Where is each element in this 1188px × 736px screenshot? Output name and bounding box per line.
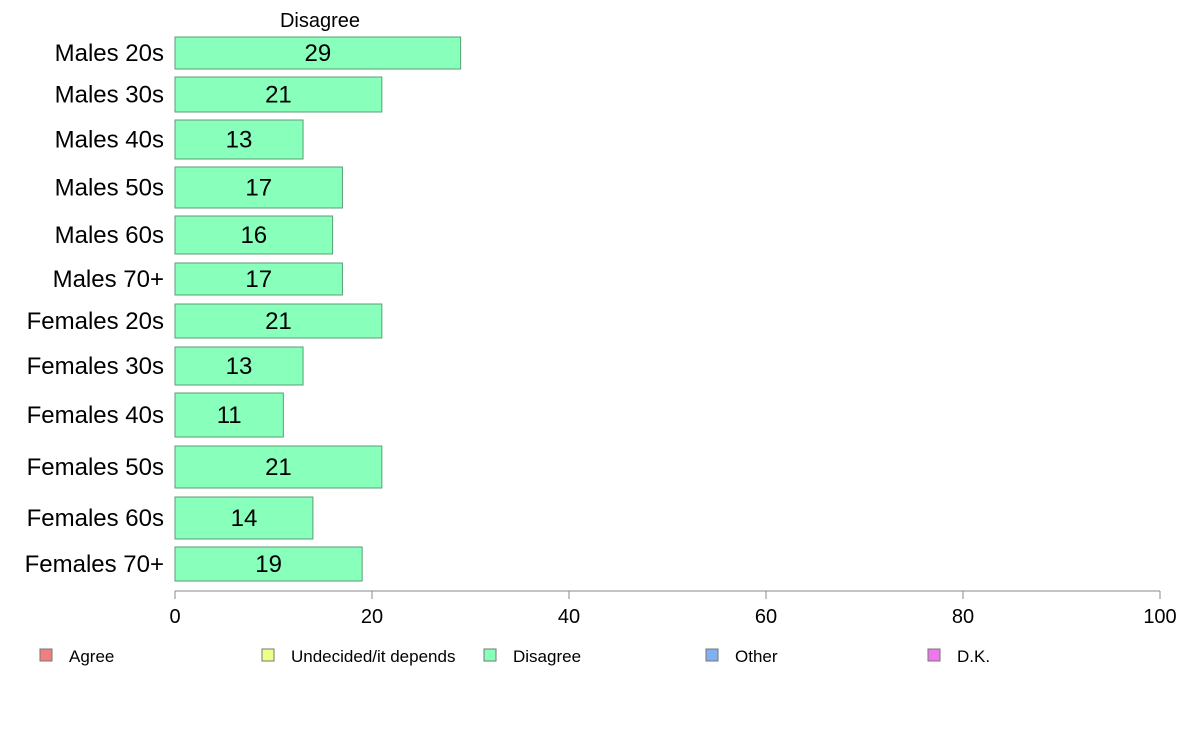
x-tick-label: 20 xyxy=(361,606,383,628)
bar-value-label: 16 xyxy=(240,222,267,249)
bar xyxy=(174,445,383,489)
legend-swatch xyxy=(39,648,53,662)
bar xyxy=(174,546,363,582)
category-label: Males 70+ xyxy=(53,266,164,293)
legend-swatch xyxy=(927,648,941,662)
x-tick-label: 100 xyxy=(1143,606,1176,628)
category-label: Females 50s xyxy=(27,454,164,481)
bar-value-label: 21 xyxy=(265,454,292,481)
legend-label: Agree xyxy=(69,647,114,666)
bar xyxy=(174,346,304,386)
x-tick-label: 60 xyxy=(755,606,777,628)
bar xyxy=(174,496,314,540)
bar-value-label: 19 xyxy=(255,551,282,578)
bar xyxy=(174,303,383,339)
column-header: Disagree xyxy=(280,10,360,32)
category-label: Males 30s xyxy=(55,82,164,109)
bar xyxy=(174,215,334,255)
category-label: Males 50s xyxy=(55,175,164,202)
bar-value-label: 14 xyxy=(231,505,258,532)
bar-value-label: 17 xyxy=(245,175,272,202)
legend-label: D.K. xyxy=(957,647,990,666)
legend-label: Disagree xyxy=(513,647,581,666)
bar xyxy=(174,76,383,113)
category-label: Females 60s xyxy=(27,505,164,532)
legend-swatch xyxy=(705,648,719,662)
category-label: Males 20s xyxy=(55,40,164,67)
bar xyxy=(174,392,284,438)
bar-value-label: 21 xyxy=(265,82,292,109)
bar-value-label: 21 xyxy=(265,308,292,335)
bar xyxy=(174,166,343,209)
category-label: Males 40s xyxy=(55,127,164,154)
bar xyxy=(174,262,343,296)
category-label: Females 30s xyxy=(27,353,164,380)
bar-value-label: 29 xyxy=(304,40,331,67)
legend-label: Other xyxy=(735,647,778,666)
bar-value-label: 11 xyxy=(217,402,242,429)
x-tick-label: 80 xyxy=(952,606,974,628)
category-label: Males 60s xyxy=(55,222,164,249)
bars-group: Males 20s 29 Males 30s 21 Males 40s 13 Males 5… xyxy=(25,36,462,582)
bar xyxy=(174,36,462,70)
legend-swatch xyxy=(261,648,275,662)
bar-value-label: 13 xyxy=(226,127,253,154)
x-tick-label: 0 xyxy=(169,606,180,628)
bar-value-label: 17 xyxy=(245,266,272,293)
category-label: Females 40s xyxy=(27,402,164,429)
legend: Agree Undecided/it depends Disagree Other D.… xyxy=(39,647,990,666)
category-label: Females 20s xyxy=(27,308,164,335)
legend-swatch xyxy=(483,648,497,662)
legend-label: Undecided/it depends xyxy=(291,647,455,666)
category-label: Females 70+ xyxy=(25,551,164,578)
x-tick-label: 40 xyxy=(558,606,580,628)
x-axis: 0 20 40 60 80 100 xyxy=(169,590,1177,628)
bar-value-label: 13 xyxy=(226,353,253,380)
bar xyxy=(174,119,304,160)
